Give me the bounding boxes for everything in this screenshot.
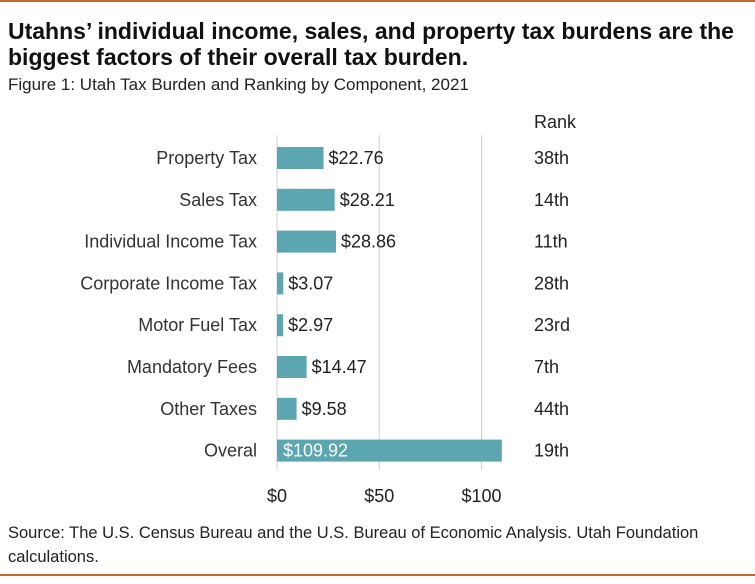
bar [277, 188, 335, 211]
bottom-rule [0, 574, 755, 576]
value-label: $9.58 [302, 399, 347, 419]
bar [277, 314, 284, 337]
top-rule [0, 0, 755, 2]
bar-chart: $0 $50 $100 Rank Property Tax $22.76 38th Sales… [80, 112, 577, 506]
rank-label: 44th [534, 399, 569, 419]
value-label: $22.76 [329, 148, 384, 168]
category-label: Corporate Income Tax [80, 273, 257, 293]
value-label: $2.97 [288, 315, 333, 335]
bar [277, 397, 297, 420]
category-label: Individual Income Tax [84, 232, 257, 252]
category-label: Motor Fuel Tax [138, 315, 257, 335]
rank-label: 11th [534, 232, 568, 252]
value-label: $3.07 [288, 273, 333, 293]
bar [277, 272, 284, 295]
bar [277, 230, 337, 253]
category-label: Other Taxes [160, 399, 257, 419]
rank-label: 7th [534, 357, 559, 377]
chart-subtitle: Figure 1: Utah Tax Burden and Ranking by… [8, 75, 469, 94]
value-label: $28.21 [340, 190, 395, 210]
value-label: $28.86 [341, 232, 396, 252]
bar [277, 439, 502, 462]
x-tick-label: $100 [461, 486, 501, 506]
x-tick-label: $50 [364, 486, 394, 506]
value-label: $109.92 [283, 441, 348, 461]
rank-label: 38th [534, 148, 569, 168]
rank-header: Rank [534, 112, 577, 132]
rank-label: 19th [534, 441, 569, 461]
x-tick-label: $0 [267, 486, 287, 506]
rank-label: 23rd [534, 315, 570, 335]
category-label: Overal [204, 441, 257, 461]
bar [277, 356, 307, 378]
rank-label: 14th [534, 190, 569, 210]
category-label: Property Tax [156, 148, 257, 168]
source-note: Source: The U.S. Census Bureau and the U… [8, 524, 699, 566]
bar [277, 147, 324, 169]
chart-title: Utahns’ individual income, sales, and pr… [8, 18, 734, 70]
category-label: Mandatory Fees [127, 357, 257, 377]
category-label: Sales Tax [179, 190, 257, 210]
rank-label: 28th [534, 273, 569, 293]
value-label: $14.47 [312, 357, 367, 377]
